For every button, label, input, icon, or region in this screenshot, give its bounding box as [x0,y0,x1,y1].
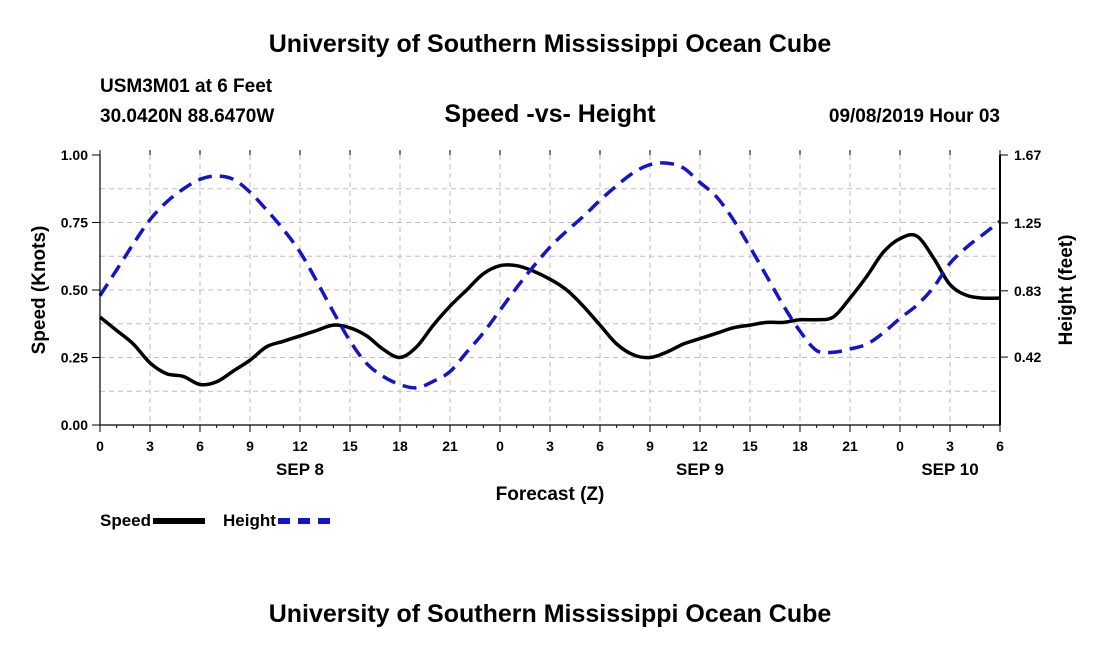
x-tick-label: 9 [246,438,254,454]
x-date-label: SEP 8 [276,460,324,479]
height-series-line [98,161,1002,390]
y-tick-label: 0.50 [61,282,88,298]
x-tick-label: 9 [646,438,654,454]
chart-title: Speed -vs- Height [444,100,656,128]
x-tick-label: 0 [496,438,504,454]
x-tick-label: 6 [596,438,604,454]
x-tick-label: 12 [292,438,308,454]
y2-tick-label: 0.42 [1014,349,1041,365]
y-tick-label: 1.00 [61,147,88,163]
x-date-label: SEP 9 [676,460,724,479]
x-tick-label: 3 [146,438,154,454]
main-title: University of Southern Mississippi Ocean… [268,30,832,58]
station-label: USM3M01 at 6 Feet [100,76,273,97]
x-axis-label: Forecast (Z) [496,484,605,505]
x-tick-label: 21 [842,438,858,454]
series [98,161,1002,390]
axes: 0 3 6 9 12 15 18 21 0 3 6 9 12 15 18 21 0 3 6 SEP 8 SEP 9 SEP… [61,147,1042,479]
x-tick-label: 0 [96,438,104,454]
x-tick-label: 18 [792,438,808,454]
x-date-label: SEP 10 [921,460,978,479]
x-tick-label: 6 [196,438,204,454]
date-label: 09/08/2019 Hour 03 [828,106,1000,127]
x-tick-label: 15 [342,438,358,454]
y2-axis-label: Height (feet) [1056,235,1077,346]
x-tick-label: 12 [692,438,708,454]
coordinates-label: 30.0420N 88.6470W [100,106,275,127]
x-tick-label: 6 [996,438,1004,454]
grid [100,155,1000,425]
legend-height-label: Height [223,510,276,530]
x-tick-label: 21 [442,438,458,454]
footer-title: University of Southern Mississippi Ocean… [268,600,832,628]
legend-speed-swatch [153,517,206,524]
y2-tick-label: 1.67 [1014,147,1041,163]
x-tick-label: 3 [546,438,554,454]
y2-tick-label: 1.25 [1014,215,1041,231]
legend-speed-label: Speed [100,510,152,530]
x-tick-label: 0 [896,438,904,454]
x-tick-label: 3 [946,438,954,454]
y-axis-label: Speed (Knots) [29,226,50,355]
y-tick-label: 0.25 [61,350,88,366]
y-tick-label: 0.75 [61,215,88,231]
axis-labels: Forecast (Z) Speed (Knots) Height (feet) [29,226,1077,505]
speed-series-line [98,232,1001,387]
x-tick-label: 15 [742,438,758,454]
y2-tick-label: 0.83 [1014,283,1041,299]
x-tick-label: 18 [392,438,408,454]
legend-height-swatch [277,517,330,524]
legend: Speed Height [100,510,348,531]
y-tick-label: 0.00 [61,417,88,433]
